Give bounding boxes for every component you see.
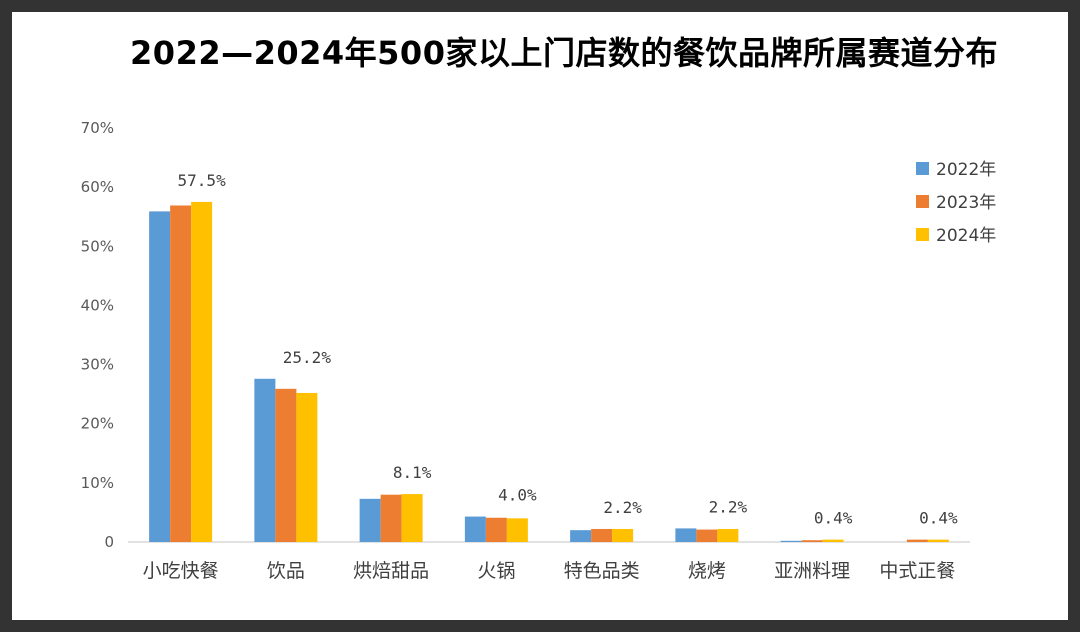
bar	[927, 539, 949, 542]
legend-swatch	[916, 162, 929, 175]
bar	[254, 378, 276, 542]
y-tick-label: 70%	[81, 119, 114, 137]
bar	[780, 540, 802, 542]
bar	[191, 201, 213, 542]
legend-label: 2023年	[936, 193, 996, 213]
legend-label: 2024年	[936, 226, 996, 246]
x-category-label: 饮品	[267, 560, 305, 582]
bar	[464, 516, 486, 542]
data-label: 0.4%	[814, 509, 853, 528]
bar	[359, 498, 381, 542]
x-category-label: 火锅	[477, 560, 515, 582]
bars	[149, 201, 949, 543]
bar	[675, 528, 697, 542]
legend-swatch	[916, 195, 929, 208]
x-category-label: 亚洲料理	[774, 560, 850, 582]
y-tick-label: 10%	[81, 474, 114, 492]
data-labels: 57.5% 25.2% 8.1% 4.0% 2.2% 2.2% 0.4% 0.4%	[178, 171, 958, 528]
bar	[275, 388, 297, 542]
data-label: 57.5%	[178, 171, 227, 190]
bar	[170, 205, 192, 542]
y-tick-label: 40%	[81, 296, 114, 314]
bar	[570, 530, 592, 542]
x-category-label: 特色品类	[564, 560, 640, 582]
data-label: 8.1%	[393, 463, 432, 482]
data-label: 4.0%	[498, 486, 537, 505]
bar	[612, 528, 634, 542]
bar	[591, 528, 613, 542]
bar	[801, 540, 823, 542]
bar	[485, 517, 507, 542]
bar	[149, 211, 171, 543]
y-tick-label: 50%	[81, 237, 114, 255]
bar	[822, 539, 844, 542]
bar	[906, 539, 928, 542]
data-label: 25.2%	[283, 348, 332, 367]
bar	[696, 529, 718, 542]
bar	[296, 392, 318, 542]
x-category-label: 中式正餐	[879, 560, 955, 582]
data-label: 2.2%	[709, 497, 748, 516]
bar	[717, 528, 739, 542]
x-category-label: 小吃快餐	[143, 560, 219, 582]
legend-label: 2022年	[936, 160, 996, 180]
y-tick-label: 30%	[81, 356, 114, 374]
bar	[380, 494, 402, 542]
legend-swatch	[916, 228, 929, 241]
x-category-label: 烘焙甜品	[353, 560, 429, 582]
y-tick-label: 60%	[81, 178, 114, 196]
y-tick-label: 0	[104, 533, 114, 551]
data-label: 2.2%	[603, 498, 642, 517]
x-category-label: 烧烤	[688, 560, 726, 582]
axes: 0 10% 20% 30% 40% 50% 60% 70% 小吃快餐 饮品 烘焙甜品 火锅 特色品类 烧烤…	[81, 119, 970, 582]
legend: 2022年 2023年 2024年	[916, 160, 996, 246]
bar	[506, 518, 528, 542]
data-label: 0.4%	[919, 509, 958, 528]
y-tick-label: 20%	[81, 415, 114, 433]
bar	[401, 494, 423, 542]
chart-title: 2022—2024年500家以上门店数的餐饮品牌所属赛道分布	[130, 34, 998, 72]
